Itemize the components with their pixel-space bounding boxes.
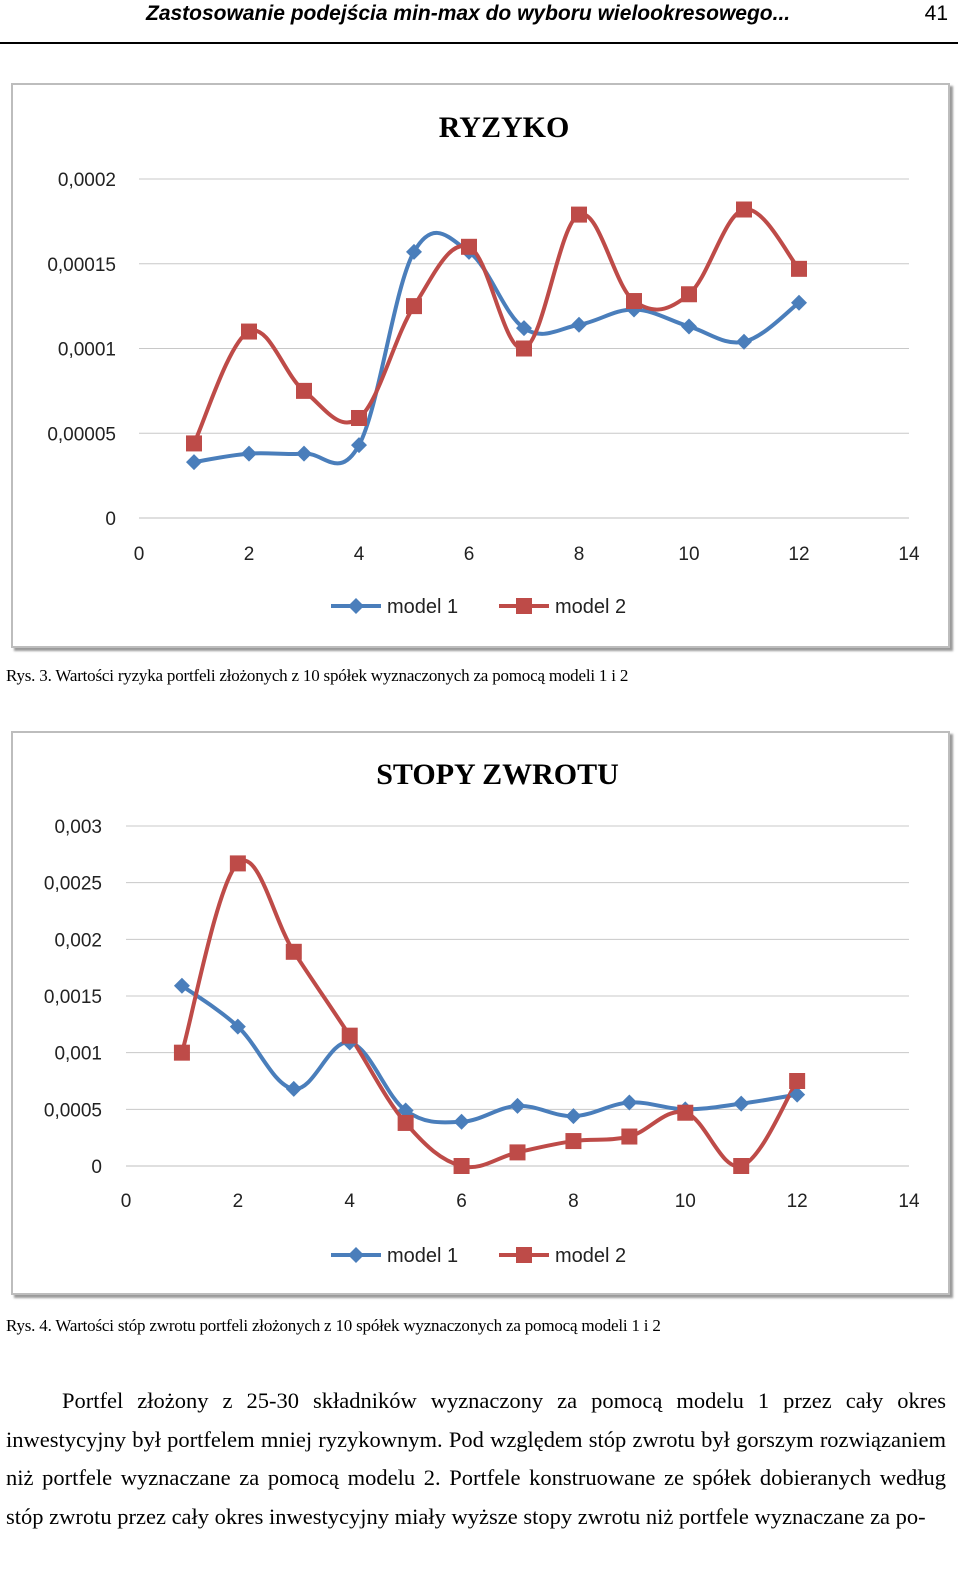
data-point-model-2 <box>461 238 477 255</box>
chart-title: RYZYKO <box>439 111 570 144</box>
data-point-model-2 <box>789 1073 806 1089</box>
x-tick-label: 10 <box>675 1191 696 1212</box>
y-tick-label: 0,0015 <box>44 987 102 1008</box>
y-tick-label: 0,003 <box>54 817 102 838</box>
data-point-model-1 <box>406 243 422 260</box>
x-tick-label: 6 <box>464 544 475 565</box>
data-point-model-2 <box>677 1104 694 1121</box>
data-point-model-2 <box>241 323 257 340</box>
y-tick-label: 0,00015 <box>47 255 116 276</box>
body-paragraph: Portfel złożony z 25-30 składników wyzna… <box>6 1382 946 1536</box>
data-point-model-2 <box>453 1158 470 1174</box>
x-tick-label: 4 <box>354 544 365 565</box>
data-point-model-1 <box>241 445 257 462</box>
y-tick-label: 0 <box>91 1157 102 1178</box>
data-point-model-1 <box>351 437 367 454</box>
running-header: Zastosowanie podejścia min-max do wyboru… <box>0 0 958 44</box>
y-tick-label: 0,0005 <box>44 1100 102 1121</box>
data-point-model-1 <box>516 320 532 337</box>
data-point-model-1 <box>173 977 190 994</box>
data-point-model-2 <box>285 943 302 960</box>
x-tick-label: 8 <box>574 544 585 565</box>
x-tick-label: 12 <box>787 1191 808 1212</box>
data-point-model-2 <box>516 340 532 357</box>
legend-marker <box>348 598 364 614</box>
data-point-model-1 <box>791 294 807 311</box>
legend-marker <box>516 598 532 614</box>
legend-marker <box>348 1247 364 1263</box>
risk-chart: RYZYKO 0 0,00005 0,0001 0,00015 0,0002 0 2 4 6 8 10… <box>11 83 950 648</box>
x-tick-label: 8 <box>568 1191 579 1212</box>
data-point-model-2 <box>681 286 697 303</box>
data-point-model-2 <box>626 293 642 310</box>
legend-label: model 2 <box>555 596 626 618</box>
legend-label: model 1 <box>387 1245 458 1267</box>
series-line-2 <box>192 207 801 446</box>
y-tick-label: 0,002 <box>54 930 102 951</box>
data-point-model-2 <box>733 1158 750 1174</box>
legend-marker <box>516 1247 532 1263</box>
data-point-model-2 <box>351 409 367 426</box>
x-tick-label: 2 <box>244 544 255 565</box>
series-line-2 <box>179 858 800 1170</box>
data-point-model-1 <box>681 318 697 335</box>
returns-chart-svg: STOPY ZWROTU 0 0,0005 0,001 0,0015 0,002 0,002… <box>44 758 920 1267</box>
x-tick-label: 10 <box>678 544 699 565</box>
data-point-model-2 <box>565 1133 582 1150</box>
running-title: Zastosowanie podejścia min-max do wyboru… <box>146 2 791 25</box>
data-point-model-1 <box>509 1097 526 1114</box>
chart-legend: model 1 model 2 <box>331 1245 626 1267</box>
x-tick-label: 0 <box>121 1191 132 1212</box>
data-point-model-1 <box>789 1086 806 1103</box>
data-point-model-1 <box>565 1108 582 1125</box>
body-text: Portfel złożony z 25-30 składników wyzna… <box>6 1388 946 1529</box>
x-tick-label: 12 <box>788 544 809 565</box>
data-point-model-2 <box>736 201 752 218</box>
data-point-model-2 <box>173 1044 190 1061</box>
y-tick-label: 0 <box>105 509 116 530</box>
y-tick-label: 0,0002 <box>58 170 116 191</box>
data-point-model-1 <box>229 1018 246 1035</box>
legend-label: model 1 <box>387 596 458 618</box>
x-tick-label: 14 <box>898 544 920 565</box>
data-point-model-1 <box>736 333 752 350</box>
data-point-model-2 <box>406 298 422 315</box>
data-point-model-1 <box>285 1080 302 1097</box>
legend-label: model 2 <box>555 1245 626 1267</box>
data-point-model-2 <box>341 1027 358 1044</box>
data-point-model-2 <box>186 435 202 452</box>
data-point-model-2 <box>791 260 807 277</box>
y-tick-label: 0,001 <box>54 1044 102 1065</box>
data-point-model-1 <box>397 1102 414 1119</box>
data-point-model-2 <box>571 206 587 223</box>
page-number: 41 <box>924 2 948 25</box>
chart-title: STOPY ZWROTU <box>376 758 619 791</box>
data-point-model-1 <box>453 1113 470 1130</box>
y-tick-label: 0,0025 <box>44 874 102 895</box>
risk-chart-svg: RYZYKO 0 0,00005 0,0001 0,00015 0,0002 0 2 4 6 8 10… <box>47 111 920 618</box>
returns-chart: STOPY ZWROTU 0 0,0005 0,001 0,0015 0,002 0,002… <box>11 731 950 1295</box>
figure-3-caption: Rys. 3. Wartości ryzyka portfeli złożony… <box>6 666 629 685</box>
data-point-model-2 <box>621 1128 638 1145</box>
x-tick-label: 6 <box>456 1191 467 1212</box>
x-tick-label: 2 <box>233 1191 244 1212</box>
data-point-model-2 <box>397 1114 414 1131</box>
data-point-model-1 <box>186 454 202 471</box>
data-point-model-1 <box>733 1095 750 1112</box>
data-point-model-1 <box>296 445 312 462</box>
data-point-model-1 <box>621 1094 638 1111</box>
figure-4-caption: Rys. 4. Wartości stóp zwrotu portfeli zł… <box>6 1316 661 1335</box>
data-point-model-2 <box>509 1144 526 1161</box>
y-tick-label: 0,00005 <box>47 424 116 445</box>
x-tick-label: 14 <box>898 1191 920 1212</box>
data-point-model-2 <box>229 855 246 872</box>
chart-legend: model 1 model 2 <box>331 596 626 618</box>
y-tick-label: 0,0001 <box>58 340 116 361</box>
data-point-model-1 <box>571 316 587 333</box>
series-line-1 <box>179 983 800 1125</box>
x-tick-label: 0 <box>134 544 145 565</box>
x-tick-label: 4 <box>344 1191 355 1212</box>
data-point-model-2 <box>296 382 312 399</box>
